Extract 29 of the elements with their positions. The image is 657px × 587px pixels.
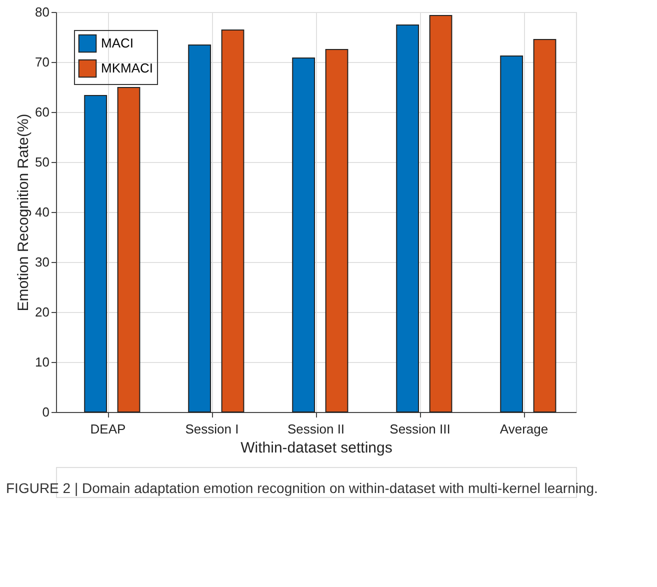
bar [325, 49, 348, 412]
y-tick-label: 40 [35, 204, 50, 220]
y-tick-label: 20 [35, 304, 50, 320]
bar [188, 44, 212, 412]
y-tick-label: 60 [35, 104, 50, 120]
x-tick-label: Average [500, 422, 548, 436]
y-tick-label: 70 [35, 54, 50, 70]
y-tick-label: 30 [35, 254, 50, 270]
y-tick-label: 80 [35, 4, 50, 20]
bar [429, 15, 452, 412]
y-tick-label: 50 [35, 154, 50, 170]
y-axis-title: Emotion Recognition Rate(%) [15, 114, 32, 312]
caption: FIGURE 2 | Domain adaptation emotion recognition on within-dataset with multi-kernel learning. [6, 480, 598, 496]
bar [292, 58, 316, 412]
x-tick-label: Session II [287, 422, 345, 436]
bar [533, 39, 556, 412]
y-tick-label: 0 [42, 404, 50, 420]
bar [500, 56, 524, 412]
bar [117, 87, 140, 412]
bar [221, 30, 244, 412]
bar [396, 24, 420, 412]
x-tick-label: DEAP [90, 422, 126, 436]
legend-label: MACI [101, 36, 134, 50]
y-tick-label: 10 [35, 354, 50, 370]
x-axis-title: Within-dataset settings [240, 440, 392, 456]
bar [84, 95, 108, 412]
x-tick-label: Session I [185, 422, 239, 436]
legend-label: MKMACI [101, 60, 153, 76]
x-tick-label: Session III [390, 422, 450, 436]
